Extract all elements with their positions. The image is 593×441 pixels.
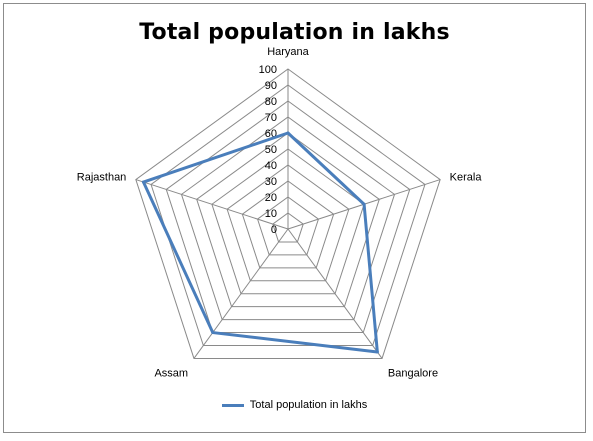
grid-ring [211,148,365,295]
series-point [362,202,366,206]
grid-ring [272,212,304,243]
grid-ring [135,68,441,359]
radar-spokes [135,69,441,359]
radar-series [141,131,379,354]
legend: Total population in lakhs [4,399,585,411]
r-tick-label: 50 [265,144,277,156]
category-label: Bangalore [388,368,438,380]
spoke-line [193,228,289,359]
grid-ring [180,116,396,321]
legend-swatch [221,403,244,407]
category-label: Haryana [267,46,309,58]
category-label: Kerala [450,171,483,183]
series-point [286,131,290,135]
series-point [375,350,379,354]
r-tick-label: 90 [265,80,277,92]
grid-ring [226,164,350,282]
r-tick-label: 30 [265,176,277,188]
series-point [211,331,215,335]
chart-area: Total population in lakhs 0 10 20 30 40 50 60 7… [3,3,586,433]
spoke-line [287,228,383,359]
r-tick-label: 10 [265,208,277,220]
grid-ring [165,100,411,334]
category-label: Assam [154,368,188,380]
grid-ring [256,196,320,256]
r-tick-label: 40 [265,160,277,172]
radar-category-labels: Haryana Kerala Bangalore Assam Rajasthan [77,46,483,380]
legend-label: Total population in lakhs [249,399,368,411]
grid-ring [196,132,380,308]
r-tick-label: 0 [271,224,277,236]
series-point [141,180,145,184]
r-tick-label: 70 [265,112,277,124]
spoke-line [135,179,289,230]
r-tick-label: 100 [259,64,277,76]
r-tick-label: 80 [265,96,277,108]
grid-ring [150,84,426,346]
chart-title: Total population in lakhs [139,20,450,45]
grid-ring [241,180,335,269]
r-tick-label: 20 [265,192,277,204]
series-line [141,131,379,354]
radar-grid [135,68,441,359]
category-label: Rajasthan [77,171,127,183]
